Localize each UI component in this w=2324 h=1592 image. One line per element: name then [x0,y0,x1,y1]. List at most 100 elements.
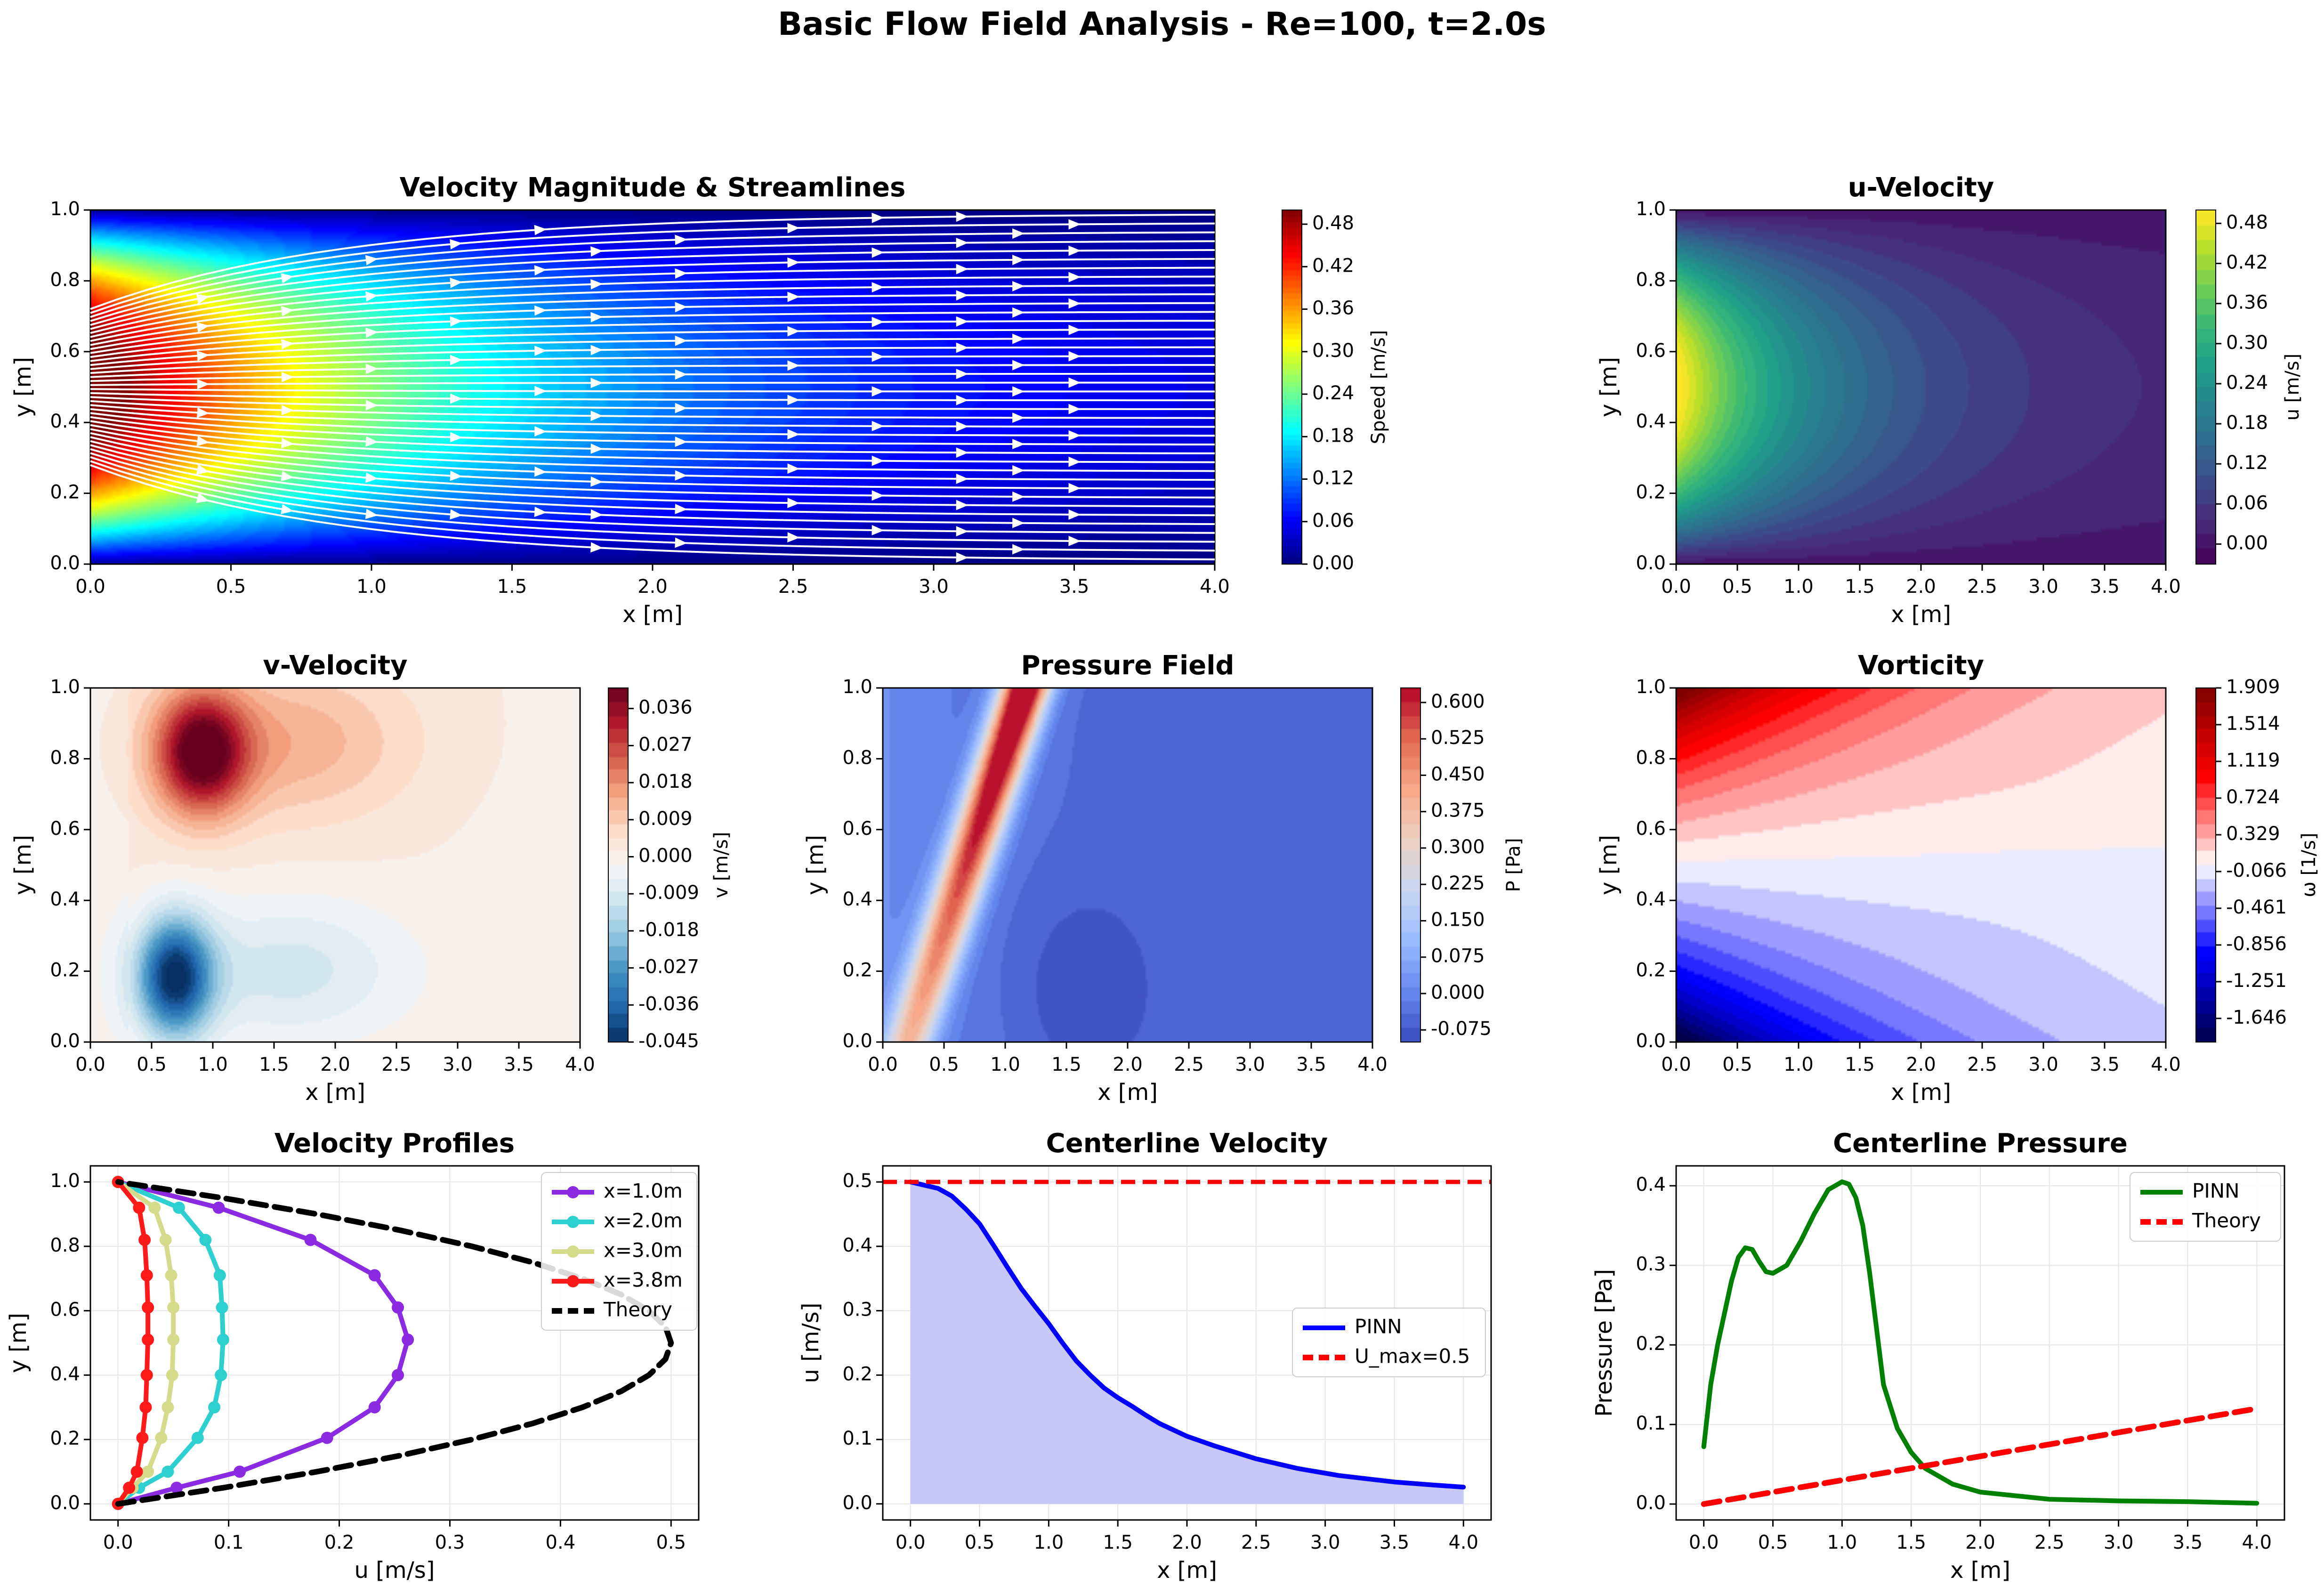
y-tick-label: 0.2 [842,1363,872,1385]
streamline-arrow [872,490,884,501]
x-tick-label: 0.5 [929,1054,959,1075]
x-tick-label: 4.0 [1200,576,1230,598]
data-point [234,1465,246,1478]
streamline-arrow [1012,465,1025,476]
y-tick-label: 0.4 [842,889,872,910]
colorbar-frame [608,687,629,1042]
streamline-arrow [787,498,800,509]
streamline-arrow [281,339,294,349]
x-tick-label: 3.0 [2028,576,2058,598]
colorbar-image [1401,688,1420,1042]
x-tick-label: 0.0 [1661,1054,1691,1075]
streamline [90,258,1215,330]
colorbar-tick-label: 0.036 [638,697,693,719]
streamline-arrow [450,509,463,520]
streamline-arrow [281,471,294,482]
colorbar-tick-label: 0.42 [2226,252,2268,274]
streamline [90,400,1215,419]
streamline-arrow [956,552,968,563]
colorbar-tick-label: 0.12 [2226,452,2268,474]
data-point [140,1269,153,1282]
streamline [90,460,1215,552]
x-tick-label: 2.5 [778,576,808,598]
streamline-arrow [534,386,547,396]
x-tick-label: 2.0 [320,1054,350,1075]
y-tick-label: 0.4 [1636,889,1666,910]
centerline-velocity-panel: 0.0 0.5 1.0 1.5 2.0 2.5 3.0 3.5 4.0 0.0 0.1 0.2 0.3 0… [798,1128,1492,1584]
streamline [90,436,1215,499]
streamline-arrow [1012,386,1025,397]
data-point [140,1369,153,1382]
streamline [90,432,1215,490]
colorbar-image [2196,210,2216,564]
data-point [166,1369,178,1382]
streamline-arrow [1012,228,1025,239]
streamline-arrow [1068,351,1081,362]
streamline-arrow [956,290,968,301]
x-tick-label: 0.0 [75,576,105,598]
x-tick-label: 4.0 [565,1054,595,1075]
data-point [167,1301,180,1314]
legend-label: PINN [2192,1180,2240,1203]
streamline [90,320,1215,358]
streamline-arrow [196,436,210,446]
streamline [90,408,1215,437]
streamline [90,346,1215,370]
data-point [368,1269,381,1282]
streamline-arrow [675,403,687,413]
streamline [90,293,1215,346]
y-tick-label: 1.0 [842,676,872,698]
colorbar-tick-label: 0.36 [1312,298,1354,319]
colorbar-tick-label: -0.461 [2226,897,2287,918]
streamline-arrow [787,360,800,371]
x-tick-label: 0.5 [216,576,246,598]
x-axis-label: x [m] [305,1079,365,1106]
data-point [133,1201,145,1214]
streamline-arrow [534,507,547,517]
x-tick-label: 2.0 [1172,1532,1202,1553]
x-tick-label: 3.0 [1235,1054,1265,1075]
streamline-arrow [675,504,687,515]
streamline-arrow [1012,281,1025,291]
x-tick-label: 4.0 [2151,576,2181,598]
x-tick-label: 3.0 [1310,1532,1340,1553]
colorbar-label: u [m/s] [2282,354,2303,421]
colorbar-tick-label: 0.06 [2226,492,2268,514]
streamline-arrow [956,500,968,510]
streamline-arrow [197,407,210,418]
streamline [90,213,1215,310]
streamline-arrow [787,223,800,234]
streamline-arrow [1068,483,1081,493]
x-tick-label: 0.0 [896,1532,926,1553]
streamline-arrow [956,316,968,327]
y-tick-label: 0.8 [50,747,80,768]
x-tick-label: 1.5 [1845,1054,1875,1075]
colorbar-tick-label: 0.24 [1312,382,1354,404]
y-tick-label: 0.3 [1636,1253,1666,1275]
colorbar-tick-label: -0.018 [638,919,699,941]
streamline [90,428,1215,481]
y-tick-label: 1.0 [50,1170,80,1192]
colorbar-tick-label: 0.06 [1312,510,1354,532]
data-point [215,1369,227,1382]
series-line [115,1180,411,1506]
y-tick-label: 0.0 [1636,1030,1666,1052]
data-point [167,1333,180,1346]
streamline-arrow [872,525,884,535]
y-tick-label: 0.6 [1636,818,1666,840]
y-tick-label: 0.0 [842,1030,872,1052]
streamline-arrow [1068,324,1081,335]
streamline-arrow [1068,298,1081,309]
y-tick-label: 0.8 [50,1235,80,1256]
streamline-arrow [1012,254,1025,265]
heatmap-image [883,688,1372,1042]
x-axis-label: x [m] [1097,1079,1158,1106]
y-axis-label: y [m] [802,835,829,895]
colorbar-tick-label: 0.12 [1312,468,1354,489]
x-tick-label: 3.0 [919,576,949,598]
streamline [90,267,1215,334]
y-tick-label: 0.6 [50,1299,80,1321]
streamline-arrow [1068,272,1081,283]
data-point [142,1465,154,1478]
colorbar-tick-label: 0.36 [2226,292,2268,314]
